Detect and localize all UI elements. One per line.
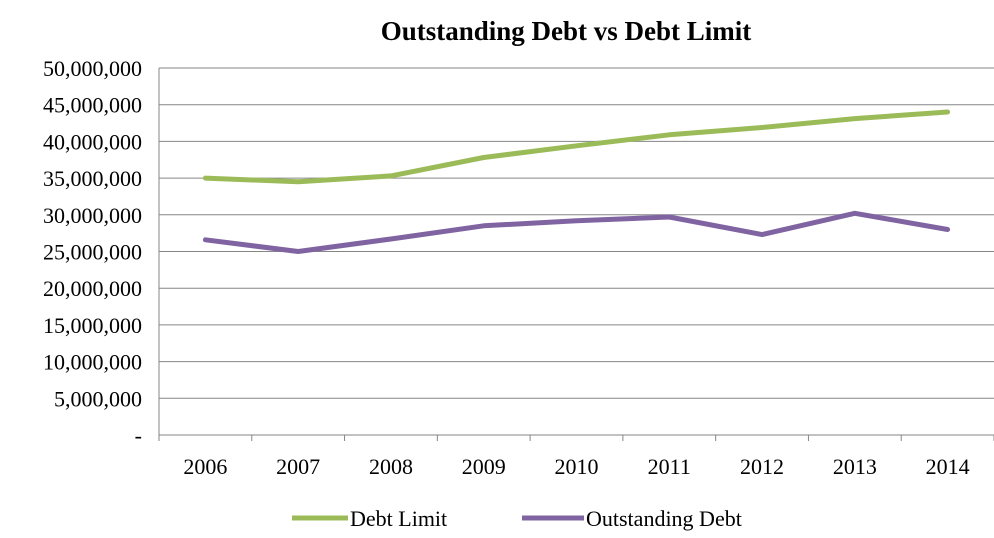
series-lines bbox=[205, 112, 947, 252]
x-tick-label: 2012 bbox=[740, 454, 784, 479]
y-tick-label: 35,000,000 bbox=[43, 166, 142, 191]
x-tick-label: 2008 bbox=[369, 454, 413, 479]
x-tick-label: 2013 bbox=[833, 454, 877, 479]
series-line-outstanding-debt bbox=[205, 213, 947, 251]
x-tick-label: 2009 bbox=[462, 454, 506, 479]
y-tick-label: 15,000,000 bbox=[43, 313, 142, 338]
x-axis-tick-labels: 2006 2007 2008 2009 2010 2011 2012 2013 2014 bbox=[183, 454, 969, 479]
y-tick-label: 25,000,000 bbox=[43, 240, 142, 265]
y-tick-label: 30,000,000 bbox=[43, 203, 142, 228]
x-tick-label: 2011 bbox=[648, 454, 691, 479]
legend-label: Debt Limit bbox=[350, 506, 447, 531]
series-line-debt-limit bbox=[205, 112, 947, 182]
y-tick-label: 40,000,000 bbox=[43, 129, 142, 154]
y-tick-label: 50,000,000 bbox=[43, 56, 142, 81]
y-tick-label: 5,000,000 bbox=[54, 386, 142, 411]
x-tick-label: 2006 bbox=[183, 454, 227, 479]
x-tick-label: 2010 bbox=[555, 454, 599, 479]
chart-title: Outstanding Debt vs Debt Limit bbox=[381, 16, 752, 46]
x-tick-label: 2014 bbox=[926, 454, 970, 479]
x-tick-label: 2007 bbox=[276, 454, 320, 479]
axes bbox=[159, 68, 994, 441]
y-axis-tick-labels: - 5,000,000 10,000,000 15,000,000 20,000,000… bbox=[43, 56, 142, 448]
legend-label: Outstanding Debt bbox=[586, 506, 742, 531]
y-tick-label: 10,000,000 bbox=[43, 350, 142, 375]
y-tick-label: 20,000,000 bbox=[43, 276, 142, 301]
y-tick-label: 45,000,000 bbox=[43, 93, 142, 118]
y-tick-label: - bbox=[135, 423, 142, 448]
legend: Debt Limit Outstanding Debt bbox=[292, 506, 742, 531]
